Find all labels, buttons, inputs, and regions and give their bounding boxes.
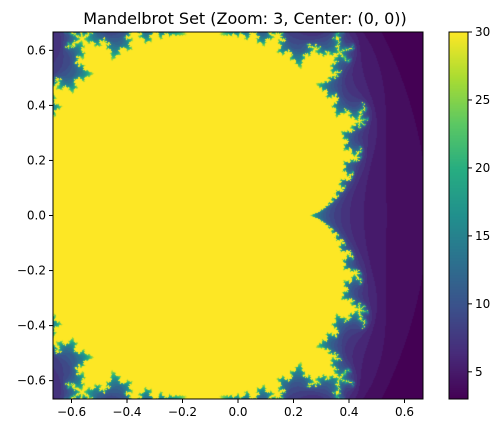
x-tick-label: 0.2 <box>284 405 303 419</box>
y-tick-label: 0.4 <box>27 98 46 112</box>
x-tick-label: 0.4 <box>339 405 358 419</box>
y-axis: −0.6 −0.4 −0.2 0.0 0.2 0.4 0.6 <box>17 43 53 388</box>
x-tick-label: −0.2 <box>168 405 197 419</box>
colorbar-tick-label: 30 <box>475 25 490 39</box>
y-tick-label: −0.6 <box>17 374 46 388</box>
heatmap-area <box>52 31 424 400</box>
colorbar-tick-label: 5 <box>475 365 483 379</box>
colorbar-tick-label: 20 <box>475 161 490 175</box>
colorbar-frame <box>448 31 469 400</box>
x-tick-label: 0.6 <box>395 405 414 419</box>
x-tick-label: −0.6 <box>57 405 86 419</box>
y-tick-label: 0.6 <box>27 43 46 57</box>
colorbar-gradient <box>449 32 468 399</box>
y-tick-label: 0.2 <box>27 153 46 167</box>
mandelbrot-heatmap <box>53 32 423 399</box>
colorbar-tick-label: 15 <box>475 229 490 243</box>
x-axis: −0.6 −0.4 −0.2 0.0 0.2 0.4 0.6 <box>57 399 414 419</box>
y-tick-label: −0.2 <box>17 264 46 278</box>
x-tick-label: 0.0 <box>228 405 247 419</box>
y-tick-label: −0.4 <box>17 319 46 333</box>
colorbar: 5 10 15 20 25 30 <box>448 25 490 400</box>
y-tick-label: 0.0 <box>27 209 46 223</box>
chart-title: Mandelbrot Set (Zoom: 3, Center: (0, 0)) <box>83 9 407 28</box>
x-tick-label: −0.4 <box>112 405 141 419</box>
colorbar-tick-label: 10 <box>475 297 490 311</box>
colorbar-tick-label: 25 <box>475 93 490 107</box>
